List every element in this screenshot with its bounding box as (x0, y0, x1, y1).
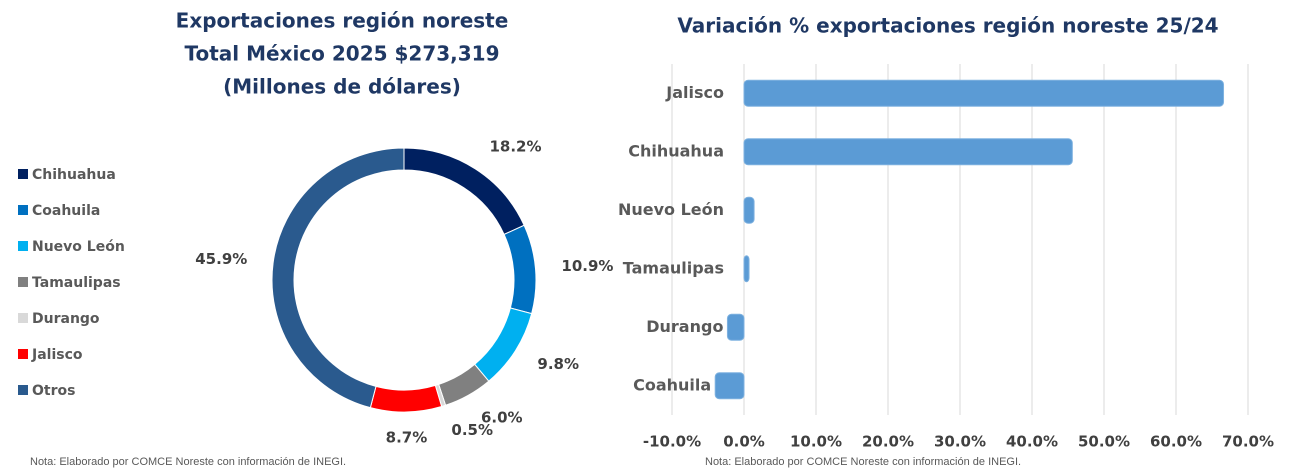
x-tick-label: 30.0% (934, 433, 986, 451)
legend-swatch (18, 313, 28, 323)
x-tick-label: 60.0% (1150, 433, 1202, 451)
legend-label: Coahuila (32, 203, 100, 219)
x-tick-label: 20.0% (862, 433, 914, 451)
x-tick-label: 0.0% (723, 433, 765, 451)
data-label: 9.8% (537, 355, 579, 373)
data-label: 8.7% (386, 428, 428, 446)
y-tick-label: Chihuahua (628, 141, 724, 160)
data-label: 10.9% (561, 257, 613, 275)
chart-title: (Millones de dólares) (223, 75, 461, 99)
chart-title: Total México 2025 $273,319 (184, 42, 499, 66)
legend-label: Jalisco (31, 347, 83, 363)
legend-label: Chihuahua (32, 167, 116, 183)
legend-label: Otros (32, 383, 75, 399)
y-tick-label: Jalisco (665, 83, 724, 102)
data-label: 6.0% (481, 408, 523, 426)
data-label: 18.2% (489, 138, 541, 156)
legend-swatch (18, 277, 28, 287)
data-label: 45.9% (195, 250, 247, 268)
x-tick-label: -10.0% (643, 433, 701, 451)
chart-title: Exportaciones región noreste (176, 9, 509, 33)
legend-label: Nuevo León (32, 239, 125, 255)
bar (743, 196, 755, 224)
x-tick-label: 10.0% (790, 433, 842, 451)
bar (743, 79, 1225, 107)
bar (743, 255, 750, 283)
legend-label: Tamaulipas (32, 275, 121, 291)
slice (503, 224, 537, 315)
slice (473, 307, 533, 382)
y-tick-label: Durango (646, 317, 723, 336)
bar (726, 313, 745, 341)
note: Nota: Elaborado por COMCE Noreste con in… (30, 456, 346, 468)
legend-swatch (18, 205, 28, 215)
legend-label: Durango (32, 311, 100, 327)
y-tick-label: Nuevo León (618, 200, 724, 219)
legend-swatch (18, 349, 28, 359)
legend-swatch (18, 385, 28, 395)
slice (271, 147, 405, 409)
bar (714, 372, 745, 400)
legend-swatch (18, 169, 28, 179)
y-tick-label: Tamaulipas (623, 258, 724, 277)
note: Nota: Elaborado por COMCE Noreste con in… (705, 456, 1021, 468)
x-tick-label: 70.0% (1222, 433, 1274, 451)
slice (369, 384, 443, 413)
legend-swatch (18, 241, 28, 251)
bar (743, 138, 1073, 166)
x-tick-label: 50.0% (1078, 433, 1130, 451)
x-tick-label: 40.0% (1006, 433, 1058, 451)
slice (403, 147, 525, 236)
chart-title: Variación % exportaciones región noreste… (677, 14, 1218, 38)
y-tick-label: Coahuila (633, 375, 711, 394)
data-label: 0.5% (451, 421, 493, 439)
